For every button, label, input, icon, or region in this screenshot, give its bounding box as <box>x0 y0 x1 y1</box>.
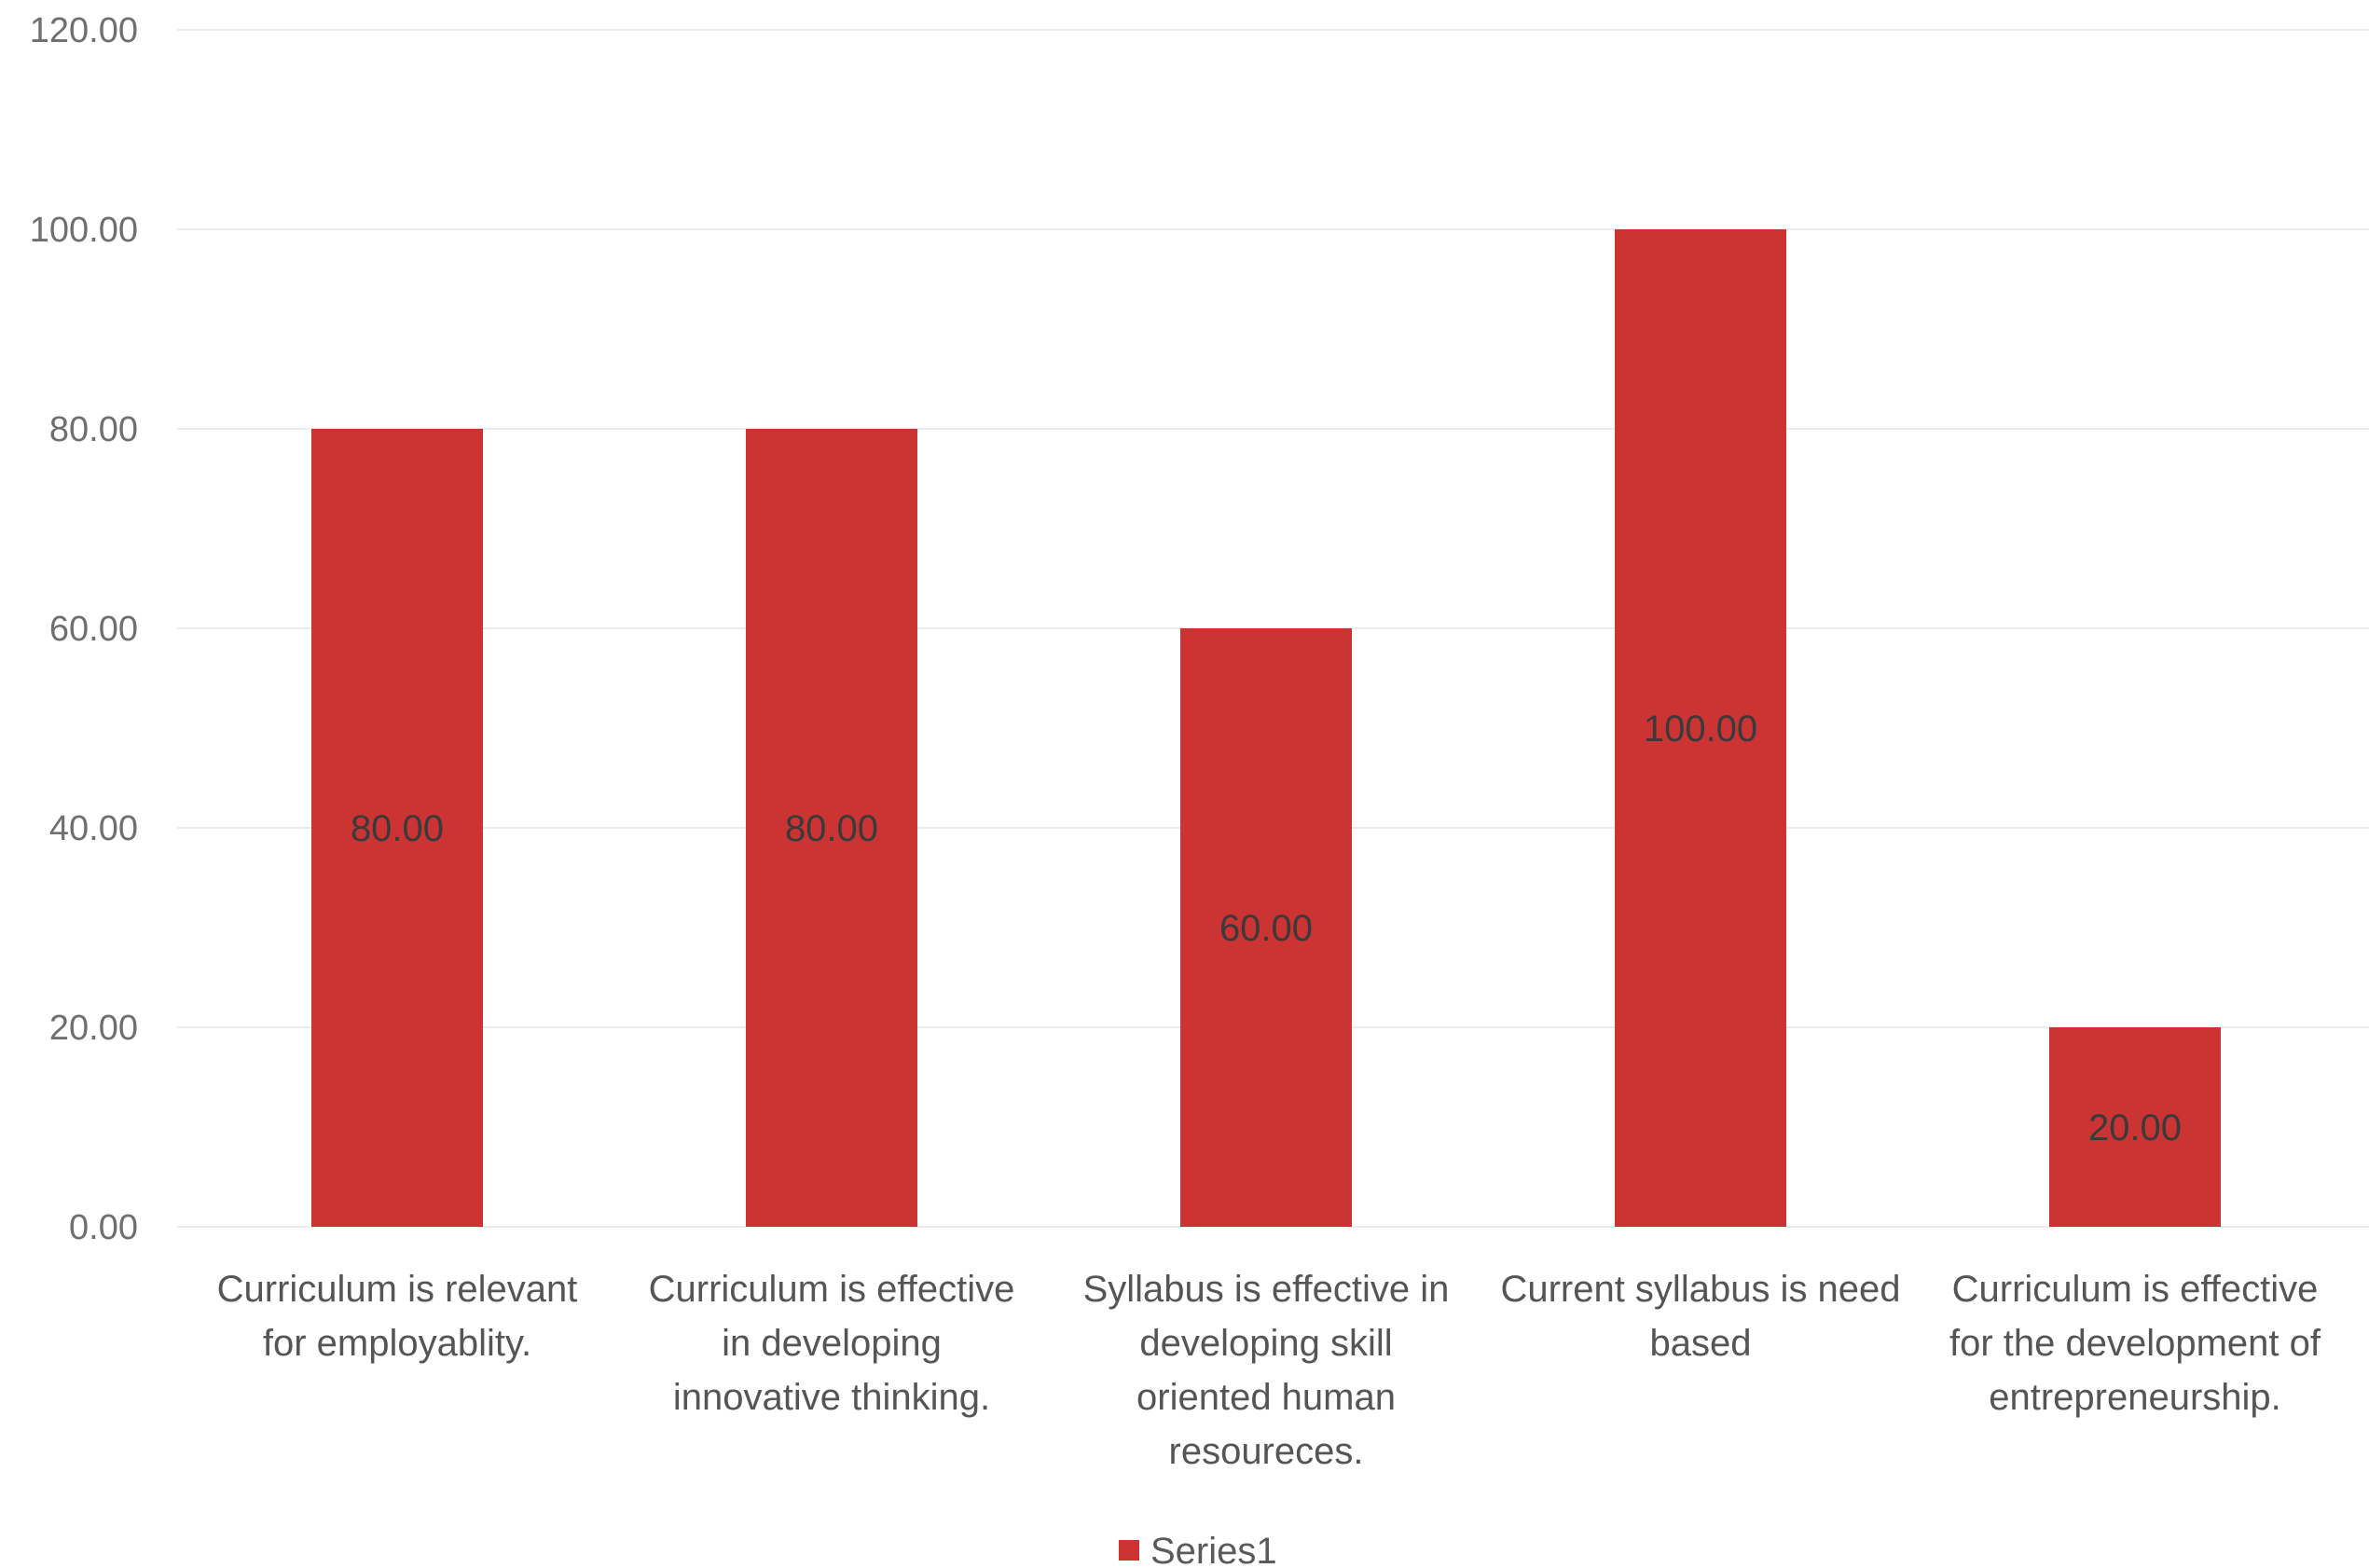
x-category-label: Syllabus is effective in developing skill… <box>1083 1269 1450 1472</box>
x-category-label: Curriculum is relevant for employablity. <box>217 1269 578 1364</box>
x-axis-category-labels: Curriculum is relevant for employablity. C… <box>217 1269 2321 1472</box>
y-tick-label: 120.00 <box>30 11 138 50</box>
data-labels: 80.00 80.00 60.00 100.00 20.00 <box>351 708 2182 1148</box>
y-tick-label: 100.00 <box>30 211 138 250</box>
y-tick-label: 40.00 <box>49 809 138 848</box>
legend: Series1 <box>1119 1531 1277 1568</box>
y-tick-label: 20.00 <box>49 1009 138 1048</box>
x-category-label: Curriculum is effective for the developme… <box>1949 1269 2321 1418</box>
x-category-label: Current syllabus is need based <box>1500 1269 1900 1364</box>
y-tick-label: 80.00 <box>49 410 138 449</box>
data-label: 80.00 <box>785 808 878 849</box>
x-category-label: Curriculum is effective in developing inno… <box>649 1269 1015 1418</box>
data-label: 20.00 <box>2088 1107 2182 1148</box>
bar <box>311 429 483 1227</box>
data-label: 60.00 <box>1219 908 1313 949</box>
bar <box>746 429 917 1227</box>
y-axis-tick-labels: 0.00 20.00 40.00 60.00 80.00 100.00 120.00 <box>30 11 138 1247</box>
data-label: 100.00 <box>1644 708 1757 750</box>
bars <box>311 229 2221 1227</box>
y-tick-label: 0.00 <box>69 1208 138 1247</box>
bar <box>1615 229 1786 1227</box>
legend-label: Series1 <box>1150 1531 1277 1568</box>
y-tick-label: 60.00 <box>49 610 138 649</box>
legend-swatch <box>1119 1540 1139 1561</box>
data-label: 80.00 <box>351 808 444 849</box>
bar <box>1180 628 1352 1227</box>
bar <box>2049 1027 2221 1227</box>
